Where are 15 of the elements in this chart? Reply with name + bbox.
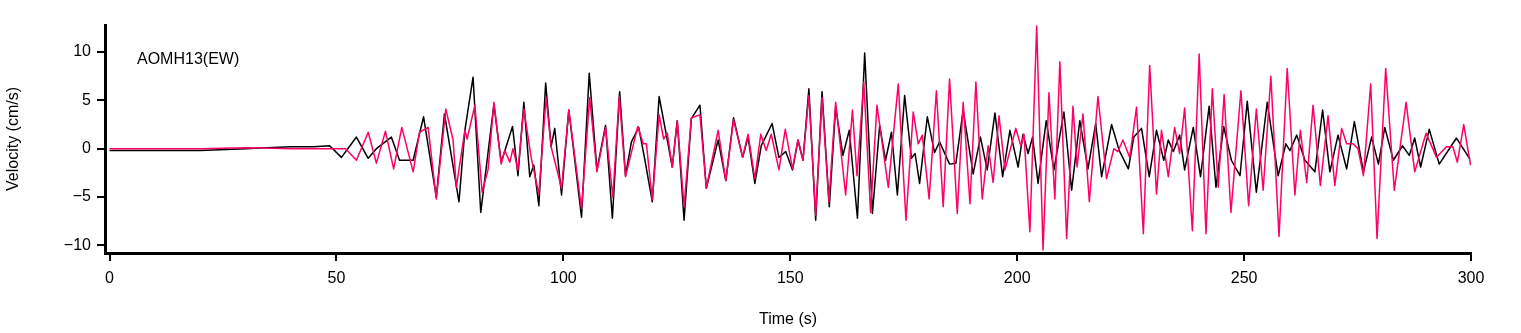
x-tick-label: 100 xyxy=(550,269,577,287)
x-tick-label: 50 xyxy=(327,269,346,287)
x-tick-label: 150 xyxy=(776,269,804,287)
y-tick-label: −5 xyxy=(72,187,92,205)
y-tick-label: −10 xyxy=(63,235,92,253)
annotation: AOMH13(EW) xyxy=(137,50,240,68)
x-tick-label: 250 xyxy=(1230,269,1258,287)
y-tick-label: 10 xyxy=(73,42,92,60)
x-tick-label: 200 xyxy=(1003,269,1031,287)
y-axis-title: Velocity (cm/s) xyxy=(4,86,22,192)
y-tick-label: 5 xyxy=(82,90,92,108)
y-tick-label: 0 xyxy=(82,139,92,157)
x-axis-title: Time (s) xyxy=(758,309,818,327)
x-tick-label: 300 xyxy=(1457,269,1485,287)
x-tick-label: 0 xyxy=(105,269,115,287)
